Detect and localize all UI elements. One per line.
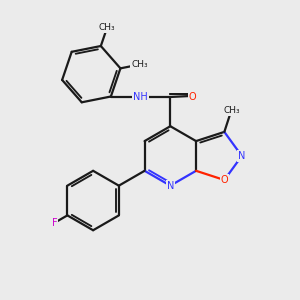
Text: CH₃: CH₃ bbox=[131, 60, 148, 69]
Text: N: N bbox=[238, 151, 245, 161]
Text: CH₃: CH₃ bbox=[99, 23, 115, 32]
Text: CH₃: CH₃ bbox=[224, 106, 241, 115]
Text: N: N bbox=[167, 181, 174, 191]
Text: NH: NH bbox=[133, 92, 148, 101]
Text: F: F bbox=[52, 218, 57, 228]
Text: O: O bbox=[189, 92, 196, 101]
Text: O: O bbox=[220, 175, 228, 185]
